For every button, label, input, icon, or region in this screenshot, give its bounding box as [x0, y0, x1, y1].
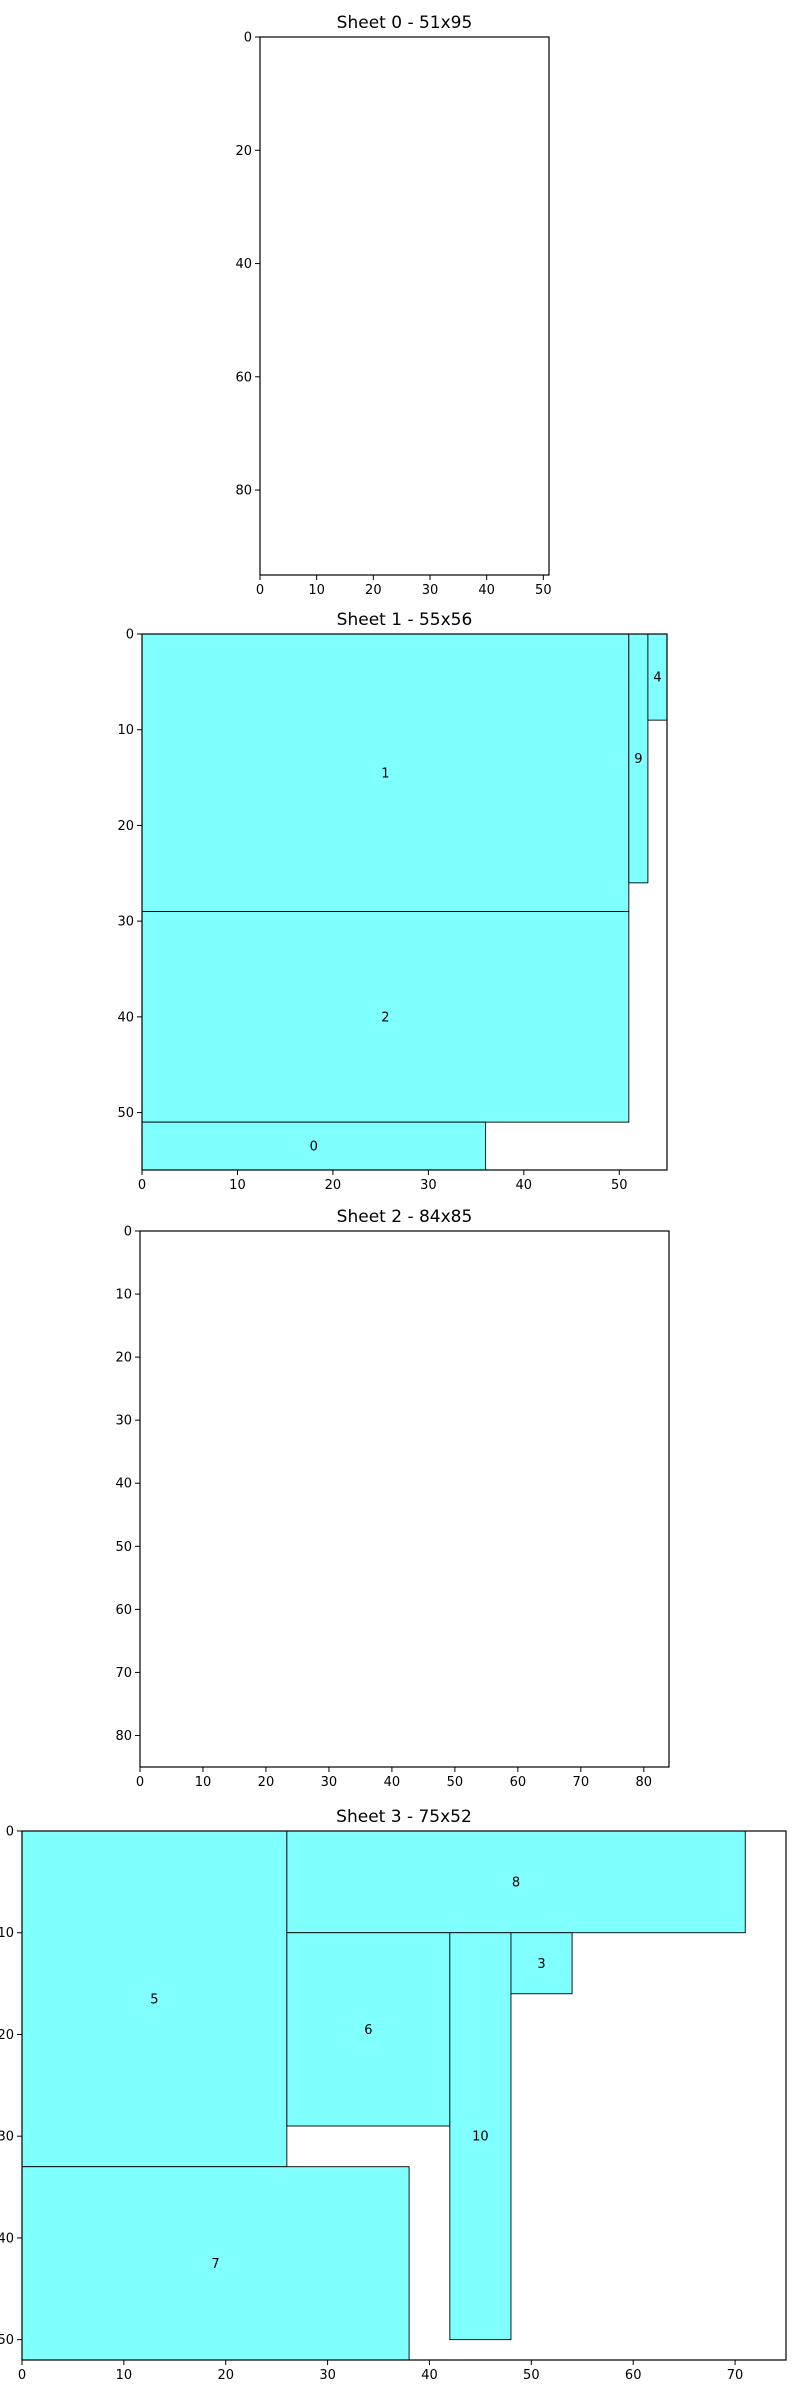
- sheet-2-xtick-label: 80: [636, 1775, 653, 1790]
- sheet-1-piece-1: [141, 633, 630, 913]
- sheet-1-ytick-label: 50: [117, 1106, 134, 1121]
- sheet-1-ytick-label: 0: [126, 628, 134, 643]
- sheet-0-xtick-label: 0: [256, 583, 264, 598]
- sheet-1-ytick-label: 20: [117, 819, 134, 834]
- sheet-1-xtick-label: 10: [229, 1178, 246, 1193]
- sheet-3-xtick-label: 40: [421, 2368, 438, 2383]
- sheet-3-ytick-label: 20: [0, 2028, 14, 2043]
- sheet-2-xtick-label: 40: [384, 1775, 401, 1790]
- sheet-1-piece-2: [141, 911, 630, 1123]
- sheet-0-xtick-label: 30: [422, 583, 439, 598]
- sheet-1-piece-label-9: 9: [634, 752, 642, 767]
- sheet-2-xtick-label: 0: [136, 1775, 144, 1790]
- sheet-3-xtick-label: 50: [523, 2368, 540, 2383]
- sheet-0-ytick-label: 80: [235, 484, 252, 499]
- sheet-2-xtick-label: 60: [510, 1775, 527, 1790]
- sheet-2-ytick-label: 50: [115, 1540, 132, 1555]
- sheet-3-piece-5: [21, 1830, 288, 2168]
- sheet-3-ytick-label: 0: [6, 1825, 14, 1840]
- sheet-2-ytick-label: 70: [115, 1666, 132, 1681]
- sheet-2-xtick-label: 50: [447, 1775, 464, 1790]
- sheet-1-frame: [141, 633, 668, 1171]
- sheet-3-ytick-label: 30: [0, 2130, 14, 2145]
- sheet-2-xtick-label: 20: [258, 1775, 275, 1790]
- sheet-2-ytick-label: 60: [115, 1603, 132, 1618]
- sheet-2-xtick-label: 10: [195, 1775, 212, 1790]
- sheet-0-ytick-label: 40: [235, 257, 252, 272]
- sheet-2-ytick-label: 80: [115, 1729, 132, 1744]
- sheet-3-piece-label-7: 7: [211, 2257, 219, 2272]
- sheet-3-xtick-label: 60: [625, 2368, 642, 2383]
- sheet-2-plot: Sheet 2 - 84x85 0 10 20 30 40 50 60 70 80 0 10 20 30 4…: [115, 1207, 670, 1790]
- sheet-1-title: Sheet 1 - 55x56: [337, 610, 473, 630]
- sheet-1-piece-label-2: 2: [381, 1010, 389, 1025]
- sheet-3-piece-label-6: 6: [364, 2023, 372, 2038]
- sheet-0-frame: [259, 36, 550, 576]
- sheet-0-ytick-label: 60: [235, 370, 252, 385]
- sheet-3-ytick-label: 50: [0, 2333, 14, 2348]
- sheet-3-xtick-label: 20: [217, 2368, 234, 2383]
- sheet-3-piece-label-10: 10: [472, 2130, 489, 2145]
- sheet-1-xtick-label: 50: [611, 1178, 628, 1193]
- sheet-1-piece-label-1: 1: [381, 766, 389, 781]
- sheet-2-ytick-label: 30: [115, 1414, 132, 1429]
- sheet-3-piece-label-8: 8: [512, 1875, 520, 1890]
- sheet-0-plot: Sheet 0 - 51x95 0 10 20 30 40 50 0 20 40 60 80: [235, 13, 551, 598]
- sheet-0-ytick-label: 20: [235, 144, 252, 159]
- sheet-0-xtick-label: 40: [478, 583, 495, 598]
- sheet-1-xtick-label: 40: [516, 1178, 533, 1193]
- sheet-3-xtick-label: 70: [727, 2368, 744, 2383]
- sheet-2-xtick-label: 70: [573, 1775, 590, 1790]
- sheet-3-frame: [21, 1830, 787, 2361]
- sheet-0-xtick-label: 20: [365, 583, 382, 598]
- sheet-3-piece-7: [21, 2166, 410, 2361]
- sheet-2-title: Sheet 2 - 84x85: [337, 1207, 473, 1227]
- sheet-3-xtick-label: 10: [116, 2368, 133, 2383]
- sheet-1-xtick-label: 30: [420, 1178, 437, 1193]
- sheet-1-xtick-label: 0: [138, 1178, 146, 1193]
- sheet-3-ytick-label: 40: [0, 2231, 14, 2246]
- sheet-2-ytick-label: 0: [124, 1225, 132, 1240]
- sheet-2-ytick-label: 20: [115, 1351, 132, 1366]
- sheet-0-xtick-label: 50: [535, 583, 552, 598]
- sheet-1-xtick-label: 20: [325, 1178, 342, 1193]
- sheet-3-piece-8: [286, 1830, 746, 1934]
- sheet-3-title: Sheet 3 - 75x52: [336, 1807, 472, 1827]
- sheet-3-piece-3: [510, 1932, 573, 1995]
- sheet-3-piece-label-5: 5: [150, 1992, 158, 2007]
- sheet-3-xtick-label: 30: [319, 2368, 336, 2383]
- sheet-2-ytick-label: 10: [115, 1288, 132, 1303]
- sheet-2-ytick-label: 40: [115, 1477, 132, 1492]
- sheet-0-xtick-label: 10: [308, 583, 325, 598]
- sheet-1-piece-label-4: 4: [653, 671, 661, 686]
- sheet-0-title: Sheet 0 - 51x95: [337, 13, 473, 33]
- sheet-1-ytick-label: 40: [117, 1010, 134, 1025]
- sheet-3-xtick-label: 0: [18, 2368, 26, 2383]
- sheet-3-piece-10: [449, 1932, 512, 2341]
- sheet-1-ytick-label: 10: [117, 723, 134, 738]
- sheet-2-xtick-label: 30: [321, 1775, 338, 1790]
- sheet-1-piece-label-0: 0: [310, 1140, 318, 1155]
- sheet-0-ytick-label: 0: [244, 31, 252, 46]
- sheet-3-piece-label-3: 3: [537, 1957, 545, 1972]
- sheet-3-piece-6: [286, 1932, 451, 2127]
- sheet-2-frame: [139, 1230, 670, 1768]
- sheet-1-ytick-label: 30: [117, 915, 134, 930]
- sheet-3-ytick-label: 10: [0, 1926, 14, 1941]
